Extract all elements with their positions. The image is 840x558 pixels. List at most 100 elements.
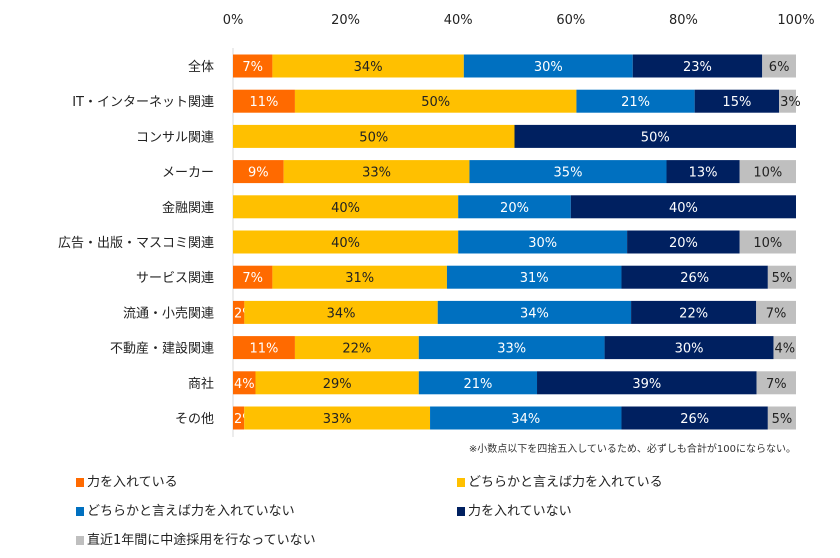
data-label: 7% (242, 60, 263, 75)
bar-segment (604, 336, 774, 360)
data-label: 33% (497, 342, 526, 357)
category-label: 全体 (188, 59, 214, 75)
data-label: 22% (342, 342, 371, 357)
legend-swatch (76, 478, 84, 487)
category-label: サービス関連 (136, 271, 214, 286)
bar-segment (233, 89, 295, 113)
data-label: 33% (362, 166, 391, 181)
data-label: 6% (769, 60, 790, 75)
category-label: 金融関連 (162, 200, 214, 216)
data-label: 26% (680, 271, 709, 286)
data-label: 11% (250, 342, 279, 357)
data-label: 31% (520, 271, 549, 286)
bar-segment (294, 89, 577, 113)
bar-segment (233, 300, 245, 324)
data-label: 30% (534, 60, 563, 75)
bar-segment (514, 124, 796, 148)
legend-label: 力を入れていない (468, 504, 572, 519)
bar-segment (255, 371, 419, 395)
bar-segment (469, 160, 667, 184)
bar-segment (233, 160, 284, 184)
data-label: 9% (248, 166, 269, 181)
category-label: 流通・小売関連 (123, 305, 214, 321)
data-label: 3% (780, 95, 801, 110)
data-label: 23% (683, 60, 712, 75)
data-label: 22% (679, 306, 708, 321)
category-label: メーカー (162, 166, 214, 181)
bar-segment (283, 160, 470, 184)
x-tick-label: 20% (331, 13, 360, 28)
category-label: 広告・出版・マスコミ関連 (58, 236, 214, 251)
x-tick-label: 80% (669, 13, 698, 28)
legend-swatch (76, 536, 84, 545)
data-label: 5% (772, 271, 793, 286)
bar-segment (233, 336, 295, 360)
legend-label: 力を入れている (87, 475, 178, 490)
bar-segment (576, 89, 695, 113)
bar-segment (773, 336, 796, 360)
legend-swatch (76, 507, 84, 516)
bar-segment (762, 54, 796, 78)
category-label: 不動産・建設関連 (110, 341, 214, 357)
data-label: 40% (669, 201, 698, 216)
data-label: 20% (500, 201, 529, 216)
bar-segment (233, 371, 256, 395)
data-label: 15% (722, 95, 751, 110)
bar-segment (627, 230, 740, 254)
bar-segment (694, 89, 780, 113)
bar-segment (437, 300, 632, 324)
data-label: 7% (242, 271, 263, 286)
bar-segment (244, 300, 438, 324)
data-label: 7% (766, 306, 787, 321)
bar-segment (756, 371, 796, 395)
bar-segment (244, 406, 431, 430)
data-label: 13% (689, 166, 718, 181)
data-label: 20% (669, 236, 698, 251)
data-label: 34% (354, 60, 383, 75)
legend-swatch (457, 478, 465, 487)
bar-segment (621, 406, 768, 430)
data-label: 26% (680, 412, 709, 427)
data-label: 11% (250, 95, 279, 110)
category-label: コンサル関連 (136, 130, 214, 145)
bar-segment (233, 124, 515, 148)
data-label: 5% (772, 412, 793, 427)
data-label: 30% (675, 342, 704, 357)
data-label: 10% (753, 166, 782, 181)
data-label: 34% (327, 306, 356, 321)
bar-segment (739, 230, 796, 254)
category-label: 商社 (188, 376, 214, 392)
bar-segment (621, 265, 768, 289)
x-tick-label: 100% (777, 13, 814, 28)
bar-segment (233, 54, 273, 78)
data-label: 50% (359, 130, 388, 145)
bar-segment (294, 336, 419, 360)
data-label: 39% (632, 377, 661, 392)
bar-segment (233, 265, 273, 289)
footnote: ※小数点以下を四捨五入しているため、必ずしも合計が100にならない。 (469, 442, 796, 455)
bar-segment (418, 336, 605, 360)
legend-label: どちらかと言えば力を入れていない (87, 504, 295, 519)
data-label: 40% (331, 201, 360, 216)
category-label: IT・インターネット関連 (72, 95, 214, 110)
x-tick-label: 40% (444, 13, 473, 28)
category-label: その他 (175, 412, 214, 427)
bar-segment (779, 89, 796, 113)
bar-segment (666, 160, 740, 184)
bar-segment (430, 406, 622, 430)
data-label: 40% (331, 236, 360, 251)
data-label: 21% (463, 377, 492, 392)
bar-segment (570, 195, 796, 219)
data-label: 35% (554, 166, 583, 181)
legend-label: 直近1年間に中途採用を行なっていない (87, 532, 316, 548)
data-label: 7% (766, 377, 787, 392)
bar-segment (463, 54, 633, 78)
bar-segment (458, 230, 628, 254)
data-label: 31% (345, 271, 374, 286)
bar-segment (233, 230, 459, 254)
bar-segment (272, 265, 447, 289)
data-label: 30% (528, 236, 557, 251)
bar-segment (632, 54, 763, 78)
data-label: 50% (641, 130, 670, 145)
